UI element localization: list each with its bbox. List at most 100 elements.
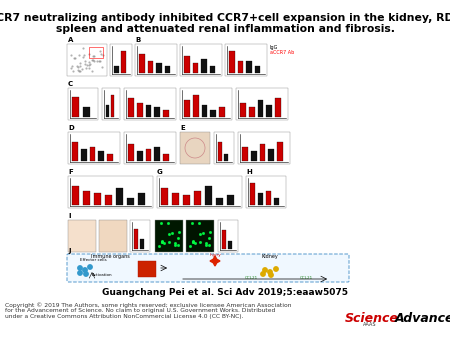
Bar [157,176,242,208]
Bar [275,98,281,117]
Point [85,60,92,65]
Bar [255,66,260,73]
Text: spleen and attenuated renal inflammation and fibrosis.: spleen and attenuated renal inflammation… [55,24,395,34]
Bar [68,220,96,252]
Bar [72,186,79,205]
Bar [81,149,87,161]
Point [81,58,89,64]
Bar [219,107,225,117]
Bar [260,144,266,161]
Bar [65,33,420,283]
Text: F: F [68,169,73,175]
Point [86,51,93,56]
Bar [154,147,160,161]
Bar [274,198,279,205]
Point [86,65,93,71]
Text: Activation: Activation [92,273,112,277]
Point [192,240,199,246]
Text: Guangchang Pei et al. Sci Adv 2019;5:eaaw5075: Guangchang Pei et al. Sci Adv 2019;5:eaa… [102,288,348,297]
Bar [107,154,113,161]
Point [174,236,181,241]
Point [196,231,203,237]
Point [95,58,102,63]
Text: Copyright © 2019 The Authors, some rights reserved; exclusive licensee American : Copyright © 2019 The Authors, some right… [5,302,292,319]
Point [80,45,87,50]
Bar [238,132,290,164]
Circle shape [88,265,92,269]
Bar [205,186,212,205]
Point [155,243,162,249]
Bar [193,64,198,73]
Circle shape [268,270,272,274]
Point [79,55,86,60]
Text: C: C [68,81,73,87]
Point [175,242,182,247]
Point [205,236,212,241]
Point [188,220,195,226]
Bar [218,142,222,161]
Bar [229,51,234,73]
Bar [227,195,234,205]
Point [68,65,75,70]
Bar [148,61,153,73]
Bar [210,66,215,73]
Bar [134,228,138,249]
Circle shape [78,266,82,270]
Bar [183,195,190,205]
Bar [154,107,160,117]
Point [73,63,81,68]
Point [82,65,89,70]
Bar [266,105,272,117]
Bar [111,95,114,117]
Point [161,240,168,246]
Bar [240,103,246,117]
Text: Effector cells: Effector cells [80,258,107,262]
Circle shape [261,272,265,276]
Point [202,243,209,248]
Bar [258,193,263,205]
Point [75,52,82,58]
Point [158,239,166,244]
Bar [163,110,169,117]
Point [90,58,97,63]
Bar [127,198,135,205]
Point [77,69,84,74]
Bar [146,149,152,161]
Text: I: I [68,213,71,219]
Bar [242,147,248,161]
Bar [202,105,207,117]
Bar [163,154,169,161]
Point [159,240,166,245]
Bar [238,61,243,73]
Point [97,51,104,57]
Bar [180,88,232,120]
Bar [184,56,189,73]
Text: aCCR7 Ab: aCCR7 Ab [270,50,294,55]
Bar [146,105,152,117]
Bar [180,44,222,76]
Bar [89,47,103,58]
Text: E: E [180,125,185,131]
Bar [216,198,223,205]
Point [86,61,94,66]
Bar [124,88,176,120]
Bar [138,193,145,205]
Bar [155,220,183,252]
Bar [222,230,226,249]
Bar [138,261,156,277]
Point [76,61,83,66]
Text: Science: Science [345,312,399,325]
Bar [257,100,263,117]
Bar [83,107,90,117]
Polygon shape [210,256,220,266]
Bar [218,220,238,252]
Point [71,55,78,61]
Point [207,230,214,235]
Point [176,230,183,235]
Text: CCL21: CCL21 [300,276,313,280]
Bar [165,66,170,73]
Bar [121,51,126,73]
Bar [236,88,288,120]
Point [189,239,197,244]
Bar [277,142,283,161]
